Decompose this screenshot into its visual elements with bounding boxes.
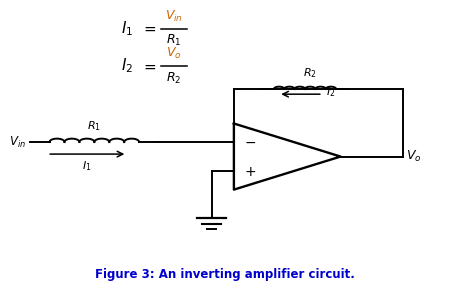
Text: $\mathit{I}_2$: $\mathit{I}_2$: [121, 57, 133, 75]
Text: $+$: $+$: [243, 165, 256, 179]
Text: $\mathit{I}_1$: $\mathit{I}_1$: [121, 19, 133, 38]
Text: $\mathit{V}_{in}$: $\mathit{V}_{in}$: [165, 9, 183, 24]
Text: $-$: $-$: [243, 134, 256, 149]
Text: $\mathit{V}_o$: $\mathit{V}_o$: [166, 46, 182, 62]
Text: $=$: $=$: [141, 59, 158, 74]
Text: $\mathbf{\mathit{I_1}}$: $\mathbf{\mathit{I_1}}$: [82, 159, 92, 173]
Text: $\mathit{R}_2$: $\mathit{R}_2$: [166, 71, 181, 86]
Text: $\mathbf{\mathit{V_o}}$: $\mathbf{\mathit{V_o}}$: [406, 149, 422, 164]
Text: $=$: $=$: [141, 21, 158, 36]
Text: $\mathbf{\mathit{R_1}}$: $\mathbf{\mathit{R_1}}$: [87, 119, 101, 133]
Text: $\mathbf{\mathit{R_2}}$: $\mathbf{\mathit{R_2}}$: [302, 66, 316, 80]
Text: Figure 3: An inverting amplifier circuit.: Figure 3: An inverting amplifier circuit…: [95, 268, 355, 281]
Text: $\mathbf{\mathit{V_{in}}}$: $\mathbf{\mathit{V_{in}}}$: [9, 134, 26, 149]
Text: $\mathbf{\mathit{I_2}}$: $\mathbf{\mathit{I_2}}$: [326, 86, 336, 99]
Text: $\mathit{R}_1$: $\mathit{R}_1$: [166, 33, 182, 48]
